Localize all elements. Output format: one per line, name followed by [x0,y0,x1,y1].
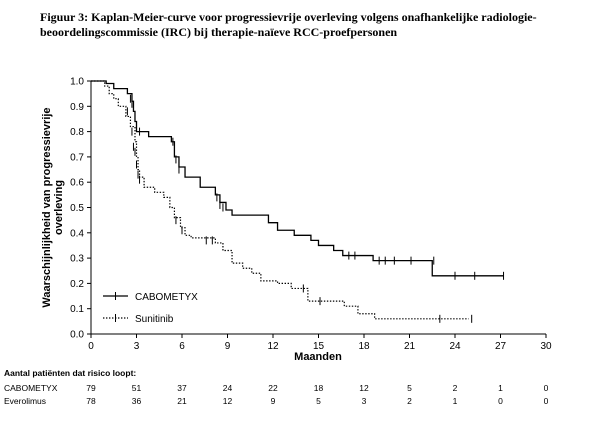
y-ticks: 0.0 0.1 0.2 0.3 0.4 0.5 0.6 0.7 0.8 0.9 1.0 [70,77,91,341]
legend-label-sunitinib: Sunitinib [135,314,174,325]
x-ticks: 0 3 6 9 12 15 18 21 24 27 30 [88,334,552,352]
risk-cell: 21 [177,396,187,406]
risk-cell: 0 [498,396,503,406]
x-axis-label: Maanden [294,351,342,363]
y-tick-label: 0.1 [70,304,84,315]
x-tick-label: 3 [134,341,140,352]
y-tick-label: 0.7 [70,152,84,163]
y-tick-label: 0.2 [70,279,84,290]
km-chart: Waarschijnlijkheid van progressievrije ov… [41,77,552,364]
x-tick-label: 15 [313,341,325,352]
x-tick-label: 9 [225,341,231,352]
y-tick-label: 0.5 [70,203,84,214]
series-line-cabometyx [91,80,504,277]
x-tick-label: 12 [267,341,279,352]
risk-cell: 78 [86,396,96,406]
y-axis-label-line2: overleving [53,180,65,235]
risk-cell: 5 [316,396,321,406]
risk-cell: 79 [86,383,96,393]
series-line-sunitinib [91,80,469,320]
risk-cell: 36 [131,396,142,406]
risk-row-label: Everolimus [4,396,47,406]
y-tick-label: 0.9 [70,102,84,113]
legend: CABOMETYX Sunitinib [103,292,198,325]
y-axis-label: Waarschijnlijkheid van progressievrije ov… [41,107,65,307]
risk-table-title: Aantal patiënten dat risico loopt: [4,368,137,378]
y-axis-label-line1: Waarschijnlijkheid van progressievrije [41,107,53,307]
x-tick-label: 18 [358,341,370,352]
x-tick-label: 0 [88,341,94,352]
risk-cell: 12 [222,396,233,406]
risk-cell: 3 [361,396,367,406]
legend-label-cabometyx: CABOMETYX [135,292,198,303]
x-tick-label: 21 [404,341,416,352]
y-tick-label: 0.6 [70,178,84,189]
y-tick-label: 0.4 [70,228,84,239]
figure-title: Figuur 3: Kaplan-Meier-curve voor progre… [40,10,537,39]
risk-cell: 1 [452,396,458,406]
risk-cell: 0 [543,383,549,393]
series-layer [91,80,505,323]
y-tick-label: 0.0 [70,330,84,341]
y-tick-label: 1.0 [70,77,84,88]
y-tick-label: 0.3 [70,254,84,265]
risk-cell: 2 [407,396,412,406]
risk-cell: 0 [543,396,549,406]
y-tick-label: 0.8 [70,127,84,138]
risk-table-row: Everolimus 78 36 21 12 9 5 3 2 1 0 0 [4,396,601,408]
risk-cell: 9 [270,396,276,406]
risk-cell: 24 [222,383,233,393]
x-tick-label: 6 [179,341,185,352]
x-tick-label: 27 [495,341,507,352]
risk-cell: 1 [498,383,503,393]
risk-cell: 37 [177,383,187,393]
risk-cell: 5 [407,383,412,393]
risk-cell: 12 [359,383,369,393]
risk-cell: 18 [313,383,324,393]
risk-cell: 51 [131,383,142,393]
risk-cell: 2 [452,383,458,393]
x-tick-label: 30 [540,341,552,352]
risk-cell: 22 [268,383,278,393]
x-tick-label: 24 [449,341,461,352]
risk-table-row: CABOMETYX 79 51 37 24 22 18 12 5 2 1 0 [4,383,601,395]
risk-row-label: CABOMETYX [4,383,58,393]
